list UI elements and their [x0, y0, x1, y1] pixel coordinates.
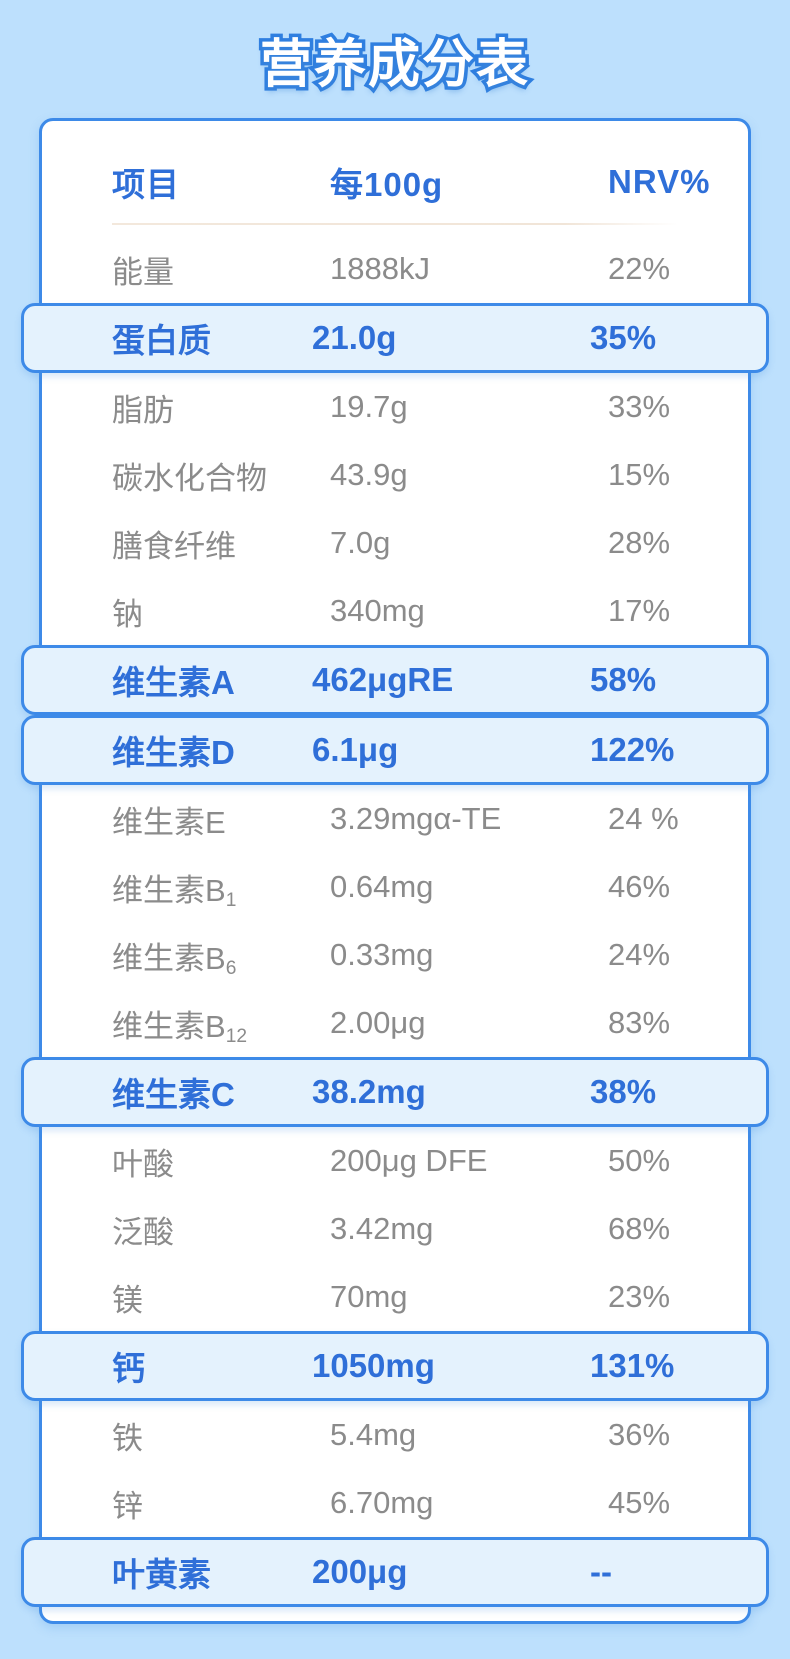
table-row: 维生素C 38.2mg 38%: [21, 1057, 769, 1127]
row-value-per-100g: 5.4mg: [330, 1417, 417, 1452]
row-value-nrv: 58%: [590, 661, 657, 698]
table-row: 泛酸 3.42mg 68%: [42, 1195, 748, 1263]
row-value-nrv: 83%: [608, 1005, 671, 1040]
row-item-label: 维生素B12: [112, 1008, 248, 1047]
header-divider: [112, 223, 678, 225]
row-item-label: 维生素B6: [112, 940, 237, 979]
table-row: 维生素A 462μgRE 58%: [21, 645, 769, 715]
table-row: 钠 340mg 17%: [42, 577, 748, 645]
row-value-per-100g: 1050mg: [312, 1347, 435, 1384]
row-value-nrv: 50%: [608, 1143, 671, 1178]
table-row: 脂肪 19.7g 33%: [42, 373, 748, 441]
row-item-label: 维生素D: [112, 734, 235, 771]
row-value-per-100g: 6.70mg: [330, 1485, 434, 1520]
row-value-per-100g: 1888kJ: [330, 251, 430, 286]
row-value-nrv: 131%: [590, 1347, 675, 1384]
row-value-per-100g: 3.29mgα-TE: [330, 801, 502, 836]
table-row: 蛋白质 21.0g 35%: [21, 303, 769, 373]
table-header-row: 项目 每100g NRV%: [42, 143, 748, 221]
row-value-per-100g: 21.0g: [312, 319, 397, 356]
row-value-per-100g: 3.42mg: [330, 1211, 434, 1246]
row-value-nrv: 17%: [608, 593, 671, 628]
row-item-subscript: 12: [225, 1025, 248, 1047]
table-row: 钙 1050mg 131%: [21, 1331, 769, 1401]
row-item-label: 蛋白质: [112, 322, 211, 359]
row-value-nrv: --: [590, 1553, 612, 1590]
row-value-nrv: 28%: [608, 525, 671, 560]
row-item-label: 锌: [112, 1488, 143, 1524]
table-row: 叶黄素 200μg --: [21, 1537, 769, 1607]
table-row: 能量 1888kJ 22%: [42, 235, 748, 303]
row-value-nrv: 15%: [608, 457, 671, 492]
row-item-label: 叶酸: [112, 1146, 174, 1182]
row-item-subscript: 6: [225, 957, 237, 979]
row-value-nrv: 23%: [608, 1279, 671, 1314]
row-item-label: 泛酸: [112, 1214, 174, 1250]
row-value-nrv: 33%: [608, 389, 671, 424]
row-value-per-100g: 0.64mg: [330, 869, 434, 904]
header-item: 项目: [112, 166, 180, 203]
nutrition-card-area: 项目 每100g NRV% 能量 1888kJ 22% 蛋白质 21.0g 35% 脂肪 19…: [21, 118, 769, 1624]
row-value-per-100g: 19.7g: [330, 389, 408, 424]
row-item-label: 叶黄素: [112, 1556, 211, 1593]
table-row: 维生素E 3.29mgα-TE 24 %: [42, 785, 748, 853]
row-value-per-100g: 0.33mg: [330, 937, 434, 972]
row-item-label: 碳水化合物: [112, 460, 267, 496]
table-row: 维生素B6 0.33mg 24%: [42, 921, 748, 989]
row-value-nrv: 35%: [590, 319, 657, 356]
row-value-nrv: 24 %: [608, 801, 679, 836]
row-item-label: 维生素E: [112, 804, 226, 840]
table-row: 碳水化合物 43.9g 15%: [42, 441, 748, 509]
row-value-nrv: 122%: [590, 731, 675, 768]
row-item-label: 铁: [112, 1420, 143, 1456]
row-value-nrv: 68%: [608, 1211, 671, 1246]
table-row: 维生素B1 0.64mg 46%: [42, 853, 748, 921]
table-row: 维生素D 6.1μg 122%: [21, 715, 769, 785]
row-item-subscript: 1: [225, 889, 237, 911]
row-value-per-100g: 6.1μg: [312, 731, 399, 768]
row-item-label: 膳食纤维: [112, 528, 236, 564]
row-value-nrv: 36%: [608, 1417, 671, 1452]
row-value-per-100g: 38.2mg: [312, 1073, 426, 1110]
row-item-label: 维生素C: [112, 1076, 235, 1113]
row-item-label: 能量: [112, 254, 174, 290]
table-row: 铁 5.4mg 36%: [42, 1401, 748, 1469]
nutrition-rows: 能量 1888kJ 22% 蛋白质 21.0g 35% 脂肪 19.7g 33% 碳水化合物 43.…: [21, 235, 769, 1607]
header-nrv: NRV%: [608, 163, 711, 200]
row-value-nrv: 24%: [608, 937, 671, 972]
table-row: 镁 70mg 23%: [42, 1263, 748, 1331]
table-row: 锌 6.70mg 45%: [42, 1469, 748, 1537]
row-value-per-100g: 2.00μg: [330, 1005, 426, 1040]
row-value-per-100g: 200μg: [312, 1553, 408, 1590]
row-value-per-100g: 43.9g: [330, 457, 408, 492]
row-value-nrv: 38%: [590, 1073, 657, 1110]
page-title: 营养成分表: [256, 32, 531, 97]
row-value-per-100g: 7.0g: [330, 525, 391, 560]
row-item-label: 脂肪: [112, 392, 174, 428]
row-item-label: 镁: [112, 1282, 143, 1318]
row-value-nrv: 22%: [608, 251, 671, 286]
row-item-label: 维生素A: [112, 664, 235, 701]
table-row: 叶酸 200μg DFE 50%: [42, 1127, 748, 1195]
row-value-per-100g: 462μgRE: [312, 661, 454, 698]
row-value-nrv: 46%: [608, 869, 671, 904]
nutrition-facts-card: 项目 每100g NRV% 能量 1888kJ 22% 蛋白质 21.0g 35% 脂肪 19…: [21, 118, 769, 1624]
row-item-label: 钙: [112, 1350, 145, 1387]
row-value-per-100g: 200μg DFE: [330, 1143, 488, 1178]
row-value-per-100g: 340mg: [330, 593, 425, 628]
row-item-label: 维生素B1: [112, 872, 237, 911]
table-row: 维生素B12 2.00μg 83%: [42, 989, 748, 1057]
row-value-per-100g: 70mg: [330, 1279, 408, 1314]
row-value-nrv: 45%: [608, 1485, 671, 1520]
row-item-label: 钠: [112, 596, 143, 632]
table-row: 膳食纤维 7.0g 28%: [42, 509, 748, 577]
header-per-100g: 每100g: [330, 166, 444, 203]
page-title-banner: 营养成分表: [0, 0, 790, 118]
